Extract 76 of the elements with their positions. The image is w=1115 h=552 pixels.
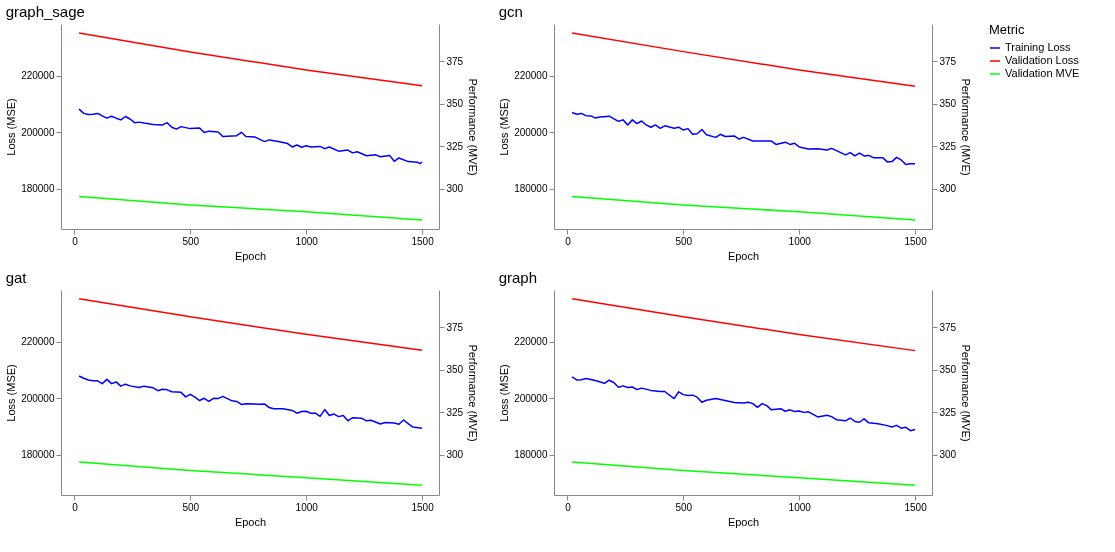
y2-axis-title: Performance (MVE) — [960, 78, 973, 176]
y2-axis-title: Performance (MVE) — [467, 78, 480, 176]
x-tick-label: 1000 — [295, 235, 319, 247]
x-axis-title: Epoch — [727, 515, 760, 528]
y2-tick-label: 300 — [446, 449, 464, 461]
line-series — [78, 297, 423, 352]
y-axis-title: Loss (MSE) — [498, 98, 511, 156]
x-axis-title: Epoch — [727, 249, 760, 262]
y2-tick-label: 350 — [939, 98, 957, 110]
y-tick-label: 180000 — [514, 449, 548, 461]
chart-title: gat — [5, 269, 28, 286]
legend-title: Metric — [989, 22, 1025, 37]
y2-tick-label: 300 — [939, 449, 957, 461]
y-axis-title: Loss (MSE) — [5, 364, 18, 422]
chart-title: graph_sage — [5, 3, 85, 20]
line-series — [571, 195, 916, 221]
y2-tick-label: 350 — [446, 98, 464, 110]
y-tick-label: 220000 — [21, 70, 55, 82]
y2-axis-title: Performance (MVE) — [467, 344, 480, 442]
y-tick-label: 200000 — [21, 392, 55, 404]
line-series — [78, 375, 423, 429]
legend-label: Validation Loss — [1005, 54, 1080, 66]
y2-tick-label: 350 — [939, 364, 957, 376]
y2-tick-label: 325 — [446, 406, 464, 418]
y2-tick-label: 325 — [939, 406, 957, 418]
x-tick-label: 1500 — [411, 235, 435, 247]
y2-tick-label: 375 — [446, 55, 464, 67]
x-tick-label: 500 — [182, 235, 200, 247]
x-tick-label: 1000 — [295, 501, 319, 513]
legend-label: Training Loss — [1005, 41, 1072, 53]
y2-tick-label: 325 — [446, 140, 464, 152]
x-tick-label: 0 — [72, 235, 79, 247]
chart-title: graph — [498, 269, 538, 286]
line-series — [78, 195, 423, 221]
y-tick-label: 180000 — [514, 183, 548, 195]
y-tick-label: 180000 — [21, 183, 55, 195]
y2-tick-label: 300 — [939, 183, 957, 195]
y2-tick-label: 375 — [939, 321, 957, 333]
y-axis-title: Loss (MSE) — [498, 364, 511, 422]
y2-tick-label: 350 — [446, 364, 464, 376]
x-tick-label: 1500 — [904, 235, 928, 247]
y-tick-label: 200000 — [21, 126, 55, 138]
line-series — [78, 461, 423, 487]
y-tick-label: 220000 — [514, 336, 548, 348]
x-tick-label: 500 — [675, 501, 693, 513]
x-tick-label: 0 — [565, 235, 572, 247]
line-series — [571, 376, 916, 432]
y2-tick-label: 325 — [939, 140, 957, 152]
line-series — [571, 461, 916, 487]
y-tick-label: 200000 — [514, 126, 548, 138]
x-tick-label: 1500 — [411, 501, 435, 513]
x-tick-label: 500 — [182, 501, 200, 513]
x-axis-title: Epoch — [234, 249, 267, 262]
y-tick-label: 200000 — [514, 392, 548, 404]
x-tick-label: 1500 — [904, 501, 928, 513]
legend-label: Validation MVE — [1005, 67, 1080, 79]
x-tick-label: 0 — [72, 501, 79, 513]
y-tick-label: 180000 — [21, 449, 55, 461]
y2-tick-label: 375 — [939, 55, 957, 67]
y-tick-label: 220000 — [514, 70, 548, 82]
line-series — [571, 297, 916, 352]
x-tick-label: 500 — [675, 235, 693, 247]
y2-tick-label: 375 — [446, 321, 464, 333]
line-series — [78, 108, 423, 165]
y2-tick-label: 300 — [446, 183, 464, 195]
chart-title: gcn — [498, 3, 523, 20]
y-axis-title: Loss (MSE) — [5, 98, 18, 156]
x-tick-label: 1000 — [788, 235, 812, 247]
y-tick-label: 220000 — [21, 336, 55, 348]
x-tick-label: 1000 — [788, 501, 812, 513]
line-series — [571, 32, 916, 88]
line-series — [571, 111, 916, 166]
y2-axis-title: Performance (MVE) — [960, 344, 973, 442]
line-series — [78, 32, 423, 87]
x-axis-title: Epoch — [234, 515, 267, 528]
x-tick-label: 0 — [565, 501, 572, 513]
